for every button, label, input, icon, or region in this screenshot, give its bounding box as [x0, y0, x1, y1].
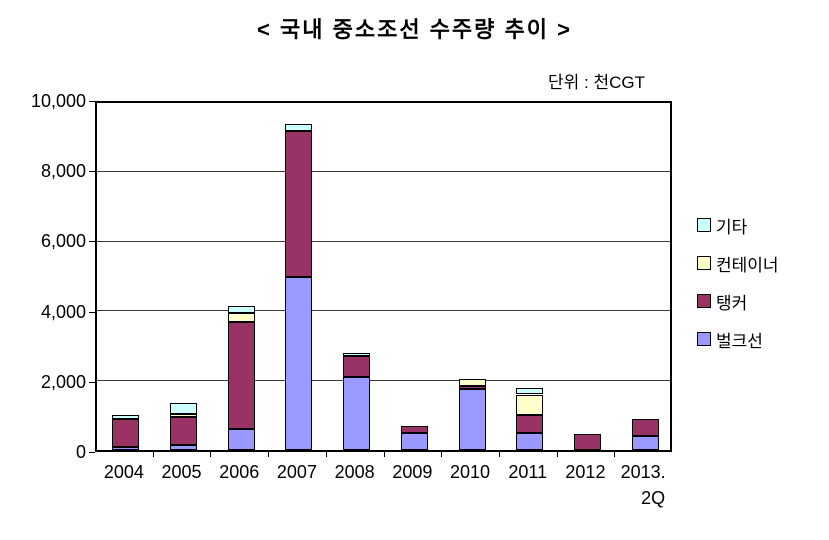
x-axis-tick-5: [383, 452, 385, 457]
bar-slot-2012: [559, 103, 617, 450]
y-axis-label-10000: 10,000: [30, 91, 86, 111]
bar-2009-tanker: [400, 425, 428, 433]
x-axis-label-2011: 2011: [508, 462, 548, 482]
y-axis-label-2000: 2,000: [40, 371, 86, 392]
bar-slot-2008: [328, 103, 386, 450]
bar-2011-container: [516, 394, 544, 416]
bar-2006-tanker: [227, 321, 255, 430]
x-axis-tick-7: [498, 452, 500, 457]
legend-item-other: 기타: [697, 212, 779, 238]
gridline-8000: [97, 171, 670, 173]
bar-slot-2009: [386, 103, 444, 450]
legend-label-bulk: 벌크선: [716, 331, 763, 351]
bar-2006-other: [227, 306, 255, 313]
x-axis-label-2008: 2008: [334, 462, 375, 482]
bar-2007-tanker: [285, 130, 313, 277]
y-axis-tick-4000: [89, 311, 95, 313]
bar-slot-2005: [155, 103, 213, 450]
bar-2004-tanker: [112, 418, 140, 447]
y-axis-tick-0: [89, 452, 95, 453]
legend-label-tanker: 탱커: [716, 293, 748, 313]
x-axis-label-2012: 2012: [565, 462, 606, 482]
gridline-4000: [97, 310, 670, 312]
bar-2005-tanker: [170, 417, 198, 445]
bar-2010-tanker: [458, 385, 486, 390]
x-axis-tick-2: [210, 452, 212, 457]
x-axis-label-2007: 2007: [276, 462, 317, 482]
bar-2013.2Q-tanker: [631, 418, 659, 437]
bar-2010-bulk: [458, 389, 486, 450]
y-axis-tick-10000: [89, 101, 95, 102]
x-axis-label-2004: 2004: [103, 462, 144, 482]
bar-slot-2004: [97, 103, 155, 450]
bar-2011-tanker: [516, 415, 544, 433]
legend-swatch-other-icon: [697, 218, 711, 232]
bar-2006-bulk: [227, 429, 255, 450]
x-axis-tick-9: [614, 452, 616, 457]
legend-label-other: 기타: [716, 217, 748, 237]
gridline-2000: [97, 379, 670, 381]
y-axis-label-6000: 6,000: [40, 231, 86, 252]
x-axis-tick-8: [556, 452, 558, 457]
bar-2011-bulk: [516, 432, 544, 450]
bar-2011-other: [516, 387, 544, 395]
x-axis-label-2013.2Q: 2013.: [620, 462, 666, 482]
legend-item-bulk: 벌크선: [697, 326, 779, 352]
bar-2013.2Q-bulk: [631, 436, 659, 450]
chart-title: < 국내 중소조선 수주량 추이 >: [257, 17, 572, 42]
unit-label: 단위 : 천CGT: [548, 73, 645, 92]
bar-2009-bulk: [400, 432, 428, 450]
x-axis-label-2009: 2009: [392, 462, 433, 482]
y-axis-label-0: 0: [75, 442, 86, 462]
x-axis-label-2013.2Q-line2: 2Q: [641, 488, 666, 508]
bar-2005-container: [170, 413, 198, 418]
bar-2007-other: [285, 123, 313, 131]
bar-2008-other: [343, 352, 371, 357]
bar-2004-other: [112, 415, 140, 419]
y-axis-tick-6000: [89, 241, 95, 243]
legend-swatch-tanker-icon: [697, 294, 711, 308]
bar-2008-tanker: [343, 356, 371, 378]
legend-swatch-bulk-icon: [697, 332, 711, 346]
x-axis-tick-1: [152, 452, 154, 457]
y-axis-label-8000: 8,000: [40, 161, 86, 182]
bar-slot-2006: [212, 103, 270, 450]
bar-2012-tanker: [573, 434, 601, 450]
y-axis-tick-8000: [89, 171, 95, 173]
x-axis-label-2010: 2010: [450, 462, 491, 482]
x-axis-tick-6: [441, 452, 443, 457]
y-axis-tick-2000: [89, 381, 95, 383]
bar-slot-2011: [501, 103, 559, 450]
plot-area: [95, 101, 672, 452]
bar-2006-container: [227, 312, 255, 322]
x-axis-tick-3: [268, 452, 270, 457]
bar-slot-2007: [270, 103, 328, 450]
bar-slot-2010: [443, 103, 501, 450]
legend-label-container: 컨테이너: [716, 255, 779, 275]
bar-2008-bulk: [343, 377, 371, 450]
legend-item-tanker: 탱커: [697, 288, 779, 314]
x-axis-tick-4: [325, 452, 327, 457]
bar-slot-2013.2Q: [616, 103, 674, 450]
y-axis-label-4000: 4,000: [40, 301, 86, 322]
x-axis-label-2005: 2005: [161, 462, 202, 482]
bar-2010-container: [458, 378, 486, 386]
legend-item-container: 컨테이너: [697, 250, 779, 276]
bar-2005-bulk: [170, 444, 198, 450]
bar-2007-bulk: [285, 276, 313, 450]
bar-2005-other: [170, 403, 198, 414]
gridline-6000: [97, 240, 670, 242]
x-axis-label-2006: 2006: [219, 462, 260, 482]
legend-swatch-container-icon: [697, 256, 711, 270]
bar-2004-bulk: [112, 446, 140, 450]
